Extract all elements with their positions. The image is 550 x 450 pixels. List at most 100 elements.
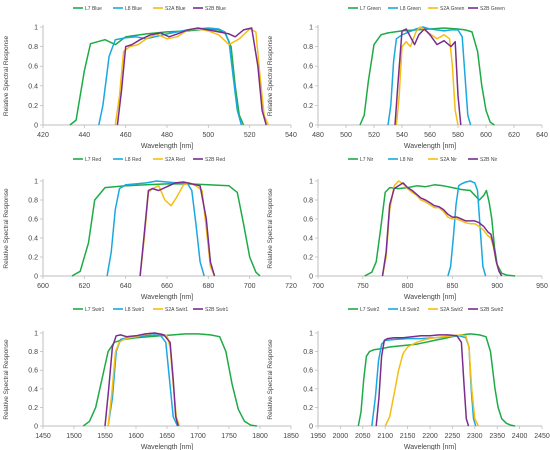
y-tick-label: 1	[34, 25, 38, 32]
y-axis-title: Relative Spectral Response	[3, 36, 10, 117]
legend-label: S2B Red	[205, 157, 225, 163]
y-tick-label: 0.8	[303, 349, 313, 356]
y-tick-label: 0.6	[303, 64, 313, 71]
y-tick-label: 0.6	[28, 64, 38, 71]
x-tick-label: 2400	[512, 433, 528, 440]
x-tick-label: 460	[120, 132, 132, 139]
legend-label: S2B Swir2	[480, 307, 504, 313]
chart-legend: L7 Blue L8 Blue S2A Blue S2B Blue	[73, 6, 226, 12]
series-line-s2a-swir1	[107, 332, 181, 427]
x-tick-label: 850	[447, 283, 459, 290]
x-tick-label: 1500	[66, 433, 82, 440]
x-tick-label: 900	[491, 283, 503, 290]
x-tick-label: 520	[368, 132, 380, 139]
x-axis-title: Wavelength [nm]	[404, 294, 456, 301]
y-tick-label: 0.4	[303, 236, 313, 243]
x-axis-title: Wavelength [nm]	[141, 294, 193, 301]
series-line-l8-swir2	[371, 335, 477, 427]
x-tick-label: 2200	[422, 433, 438, 440]
y-axis-title: Relative Spectral Response	[267, 188, 274, 269]
x-tick-label: 640	[536, 132, 548, 139]
y-tick-label: 1	[309, 25, 313, 32]
x-tick-label: 500	[340, 132, 352, 139]
chart-legend: L7 Swir1 L8 Swir1 S2A Swir1 S2B Swir1	[73, 307, 229, 313]
legend-label: S2A Green	[440, 6, 465, 12]
x-tick-label: 700	[312, 283, 324, 290]
x-tick-label: 680	[202, 283, 214, 290]
legend-label: S2A Swir2	[440, 307, 463, 313]
x-axis-title: Wavelength [nm]	[141, 143, 193, 150]
y-tick-label: 0.2	[28, 405, 38, 412]
legend-label: S2B Blue	[205, 6, 226, 12]
y-tick-label: 0.8	[303, 198, 313, 205]
y-axis-title: Relative Spectral Response	[267, 36, 274, 117]
legend-label: L7 Nir	[360, 157, 374, 163]
y-tick-label: 1	[34, 331, 38, 338]
legend-label: L8 Nir	[400, 157, 414, 163]
legend-label: L7 Green	[360, 6, 381, 12]
y-axis-title: Relative Spectral Response	[267, 339, 274, 420]
series-line-l8-swir1	[107, 334, 179, 427]
x-tick-label: 1600	[128, 433, 144, 440]
x-tick-label: 540	[285, 132, 297, 139]
legend-label: S2A Blue	[165, 6, 186, 12]
y-tick-label: 0.6	[303, 217, 313, 224]
x-tick-label: 2300	[467, 433, 483, 440]
y-tick-label: 0.4	[303, 83, 313, 90]
y-tick-label: 0.2	[303, 255, 313, 262]
legend-label: L8 Green	[400, 6, 421, 12]
legend-label: S2A Swir1	[165, 307, 188, 313]
x-tick-label: 640	[120, 283, 132, 290]
series-line-l7-swir1	[82, 333, 258, 427]
series-line-l8-nir	[447, 180, 487, 277]
x-tick-label: 1850	[283, 433, 299, 440]
x-tick-label: 2100	[377, 433, 393, 440]
series-line-l7-green	[359, 27, 495, 126]
x-tick-label: 700	[244, 283, 256, 290]
x-tick-label: 2050	[355, 433, 371, 440]
x-tick-label: 620	[78, 283, 90, 290]
x-tick-label: 500	[202, 132, 214, 139]
x-tick-label: 660	[161, 283, 173, 290]
x-tick-label: 440	[78, 132, 90, 139]
x-tick-label: 480	[161, 132, 173, 139]
y-tick-label: 0	[309, 274, 313, 281]
series-line-s2b-red	[139, 181, 216, 277]
y-tick-label: 0.4	[28, 236, 38, 243]
x-tick-label: 800	[402, 283, 414, 290]
x-tick-label: 1650	[159, 433, 175, 440]
legend-label: L8 Swir2	[400, 307, 420, 313]
chart-panel-2: 0 0.2 0.4 0.6 0.8 1 480 500 520 540 560 580 600 620 64…	[267, 6, 548, 150]
series-line-s2a-swir2	[384, 334, 480, 427]
y-axis-title: Relative Spectral Response	[3, 188, 10, 269]
legend-label: L8 Swir1	[125, 307, 145, 313]
y-tick-label: 0.2	[28, 103, 38, 110]
chart-panel-5: 0 0.2 0.4 0.6 0.8 1 1450 1500 1550 1600 1650 1700 17…	[3, 307, 299, 450]
x-tick-label: 950	[536, 283, 548, 290]
y-tick-label: 0	[34, 123, 38, 130]
x-tick-label: 540	[396, 132, 408, 139]
x-tick-label: 1700	[190, 433, 206, 440]
x-tick-label: 750	[357, 283, 369, 290]
series-line-l7-red	[71, 183, 261, 277]
x-tick-label: 1750	[221, 433, 237, 440]
y-tick-label: 1	[309, 179, 313, 186]
chart-legend: L7 Nir L8 Nir S2A Nir S2B Nir	[348, 157, 498, 163]
y-tick-label: 0.4	[303, 386, 313, 393]
y-tick-label: 0.8	[28, 44, 38, 51]
legend-label: S2B Green	[480, 6, 505, 12]
y-tick-label: 0.8	[303, 44, 313, 51]
x-tick-label: 480	[312, 132, 324, 139]
x-tick-label: 2150	[400, 433, 416, 440]
series-line-s2b-green	[394, 28, 462, 126]
y-tick-label: 0	[309, 424, 313, 431]
x-axis-title: Wavelength [nm]	[404, 444, 456, 450]
y-tick-label: 0.2	[303, 405, 313, 412]
x-tick-label: 2000	[333, 433, 349, 440]
x-tick-label: 2450	[534, 433, 550, 440]
y-tick-label: 0	[34, 424, 38, 431]
x-tick-label: 2350	[489, 433, 505, 440]
legend-label: L7 Red	[85, 157, 101, 163]
y-axis-title: Relative Spectral Response	[3, 339, 10, 420]
series-line-s2b-blue	[116, 27, 267, 126]
